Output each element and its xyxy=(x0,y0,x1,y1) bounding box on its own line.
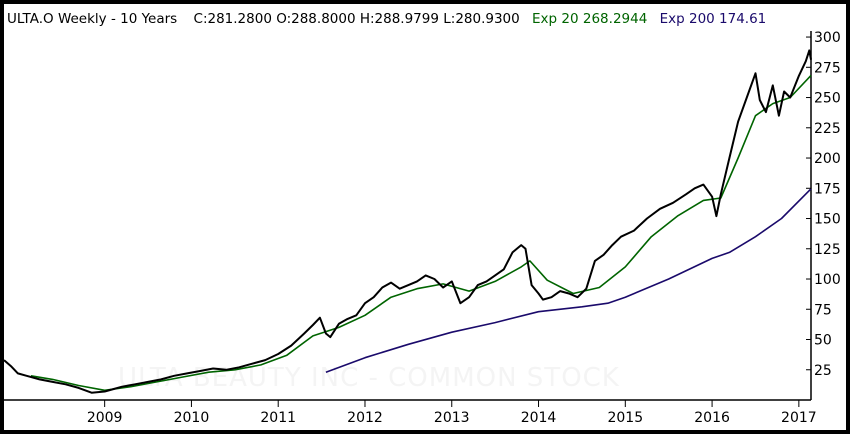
y-tick-label-75: 75 xyxy=(814,302,832,318)
y-ticks: 25 50 75 100 125 150 175 200 225 250 275 300 xyxy=(806,30,841,379)
x-tick-label-2011: 2011 xyxy=(260,410,296,426)
series-layer xyxy=(3,49,812,394)
x-tick-label-2017: 2017 xyxy=(781,410,817,426)
y-tick-label-225: 225 xyxy=(814,121,841,137)
x-tick-label-2009: 2009 xyxy=(87,410,123,426)
y-tick-label-25: 25 xyxy=(814,363,832,379)
exp20-label: Exp 20 268.2944 xyxy=(532,11,647,27)
x-tick-label-2010: 2010 xyxy=(174,410,210,426)
x-tick-label-2012: 2012 xyxy=(347,410,383,426)
x-ticks: 2009 2010 2011 2012 2013 2014 2015 2016 2017 xyxy=(87,400,817,426)
symbol-label: ULTA.O Weekly - 10 Years xyxy=(7,11,177,27)
plot-area[interactable] xyxy=(4,31,811,400)
series-line-exp-200 xyxy=(325,188,812,373)
y-tick-label-200: 200 xyxy=(814,151,841,167)
x-tick-label-2016: 2016 xyxy=(694,410,730,426)
y-tick-label-300: 300 xyxy=(814,30,841,46)
y-tick-label-50: 50 xyxy=(814,333,832,349)
y-tick-label-100: 100 xyxy=(814,272,841,288)
header-strip xyxy=(4,4,846,31)
series-line-ulta-o xyxy=(3,49,812,394)
x-tick-label-2015: 2015 xyxy=(607,410,643,426)
x-tick-label-2013: 2013 xyxy=(434,410,470,426)
y-tick-label-150: 150 xyxy=(814,212,841,228)
watermark-text: ULTA BEAUTY INC - COMMON STOCK xyxy=(118,363,620,393)
y-tick-label-275: 275 xyxy=(814,60,841,76)
y-tick-label-125: 125 xyxy=(814,242,841,258)
y-tick-label-175: 175 xyxy=(814,181,841,197)
ohlc-label: C:281.2800 O:288.8000 H:288.9799 L:280.9… xyxy=(194,11,520,27)
header-text: ULTA.O Weekly - 10 Years C:281.2800 O:28… xyxy=(7,11,766,27)
x-tick-label-2014: 2014 xyxy=(521,410,557,426)
x-axis-panel xyxy=(4,400,846,430)
exp200-label: Exp 200 174.61 xyxy=(660,11,767,27)
y-tick-label-250: 250 xyxy=(814,91,841,107)
y-axis-panel xyxy=(811,31,846,400)
